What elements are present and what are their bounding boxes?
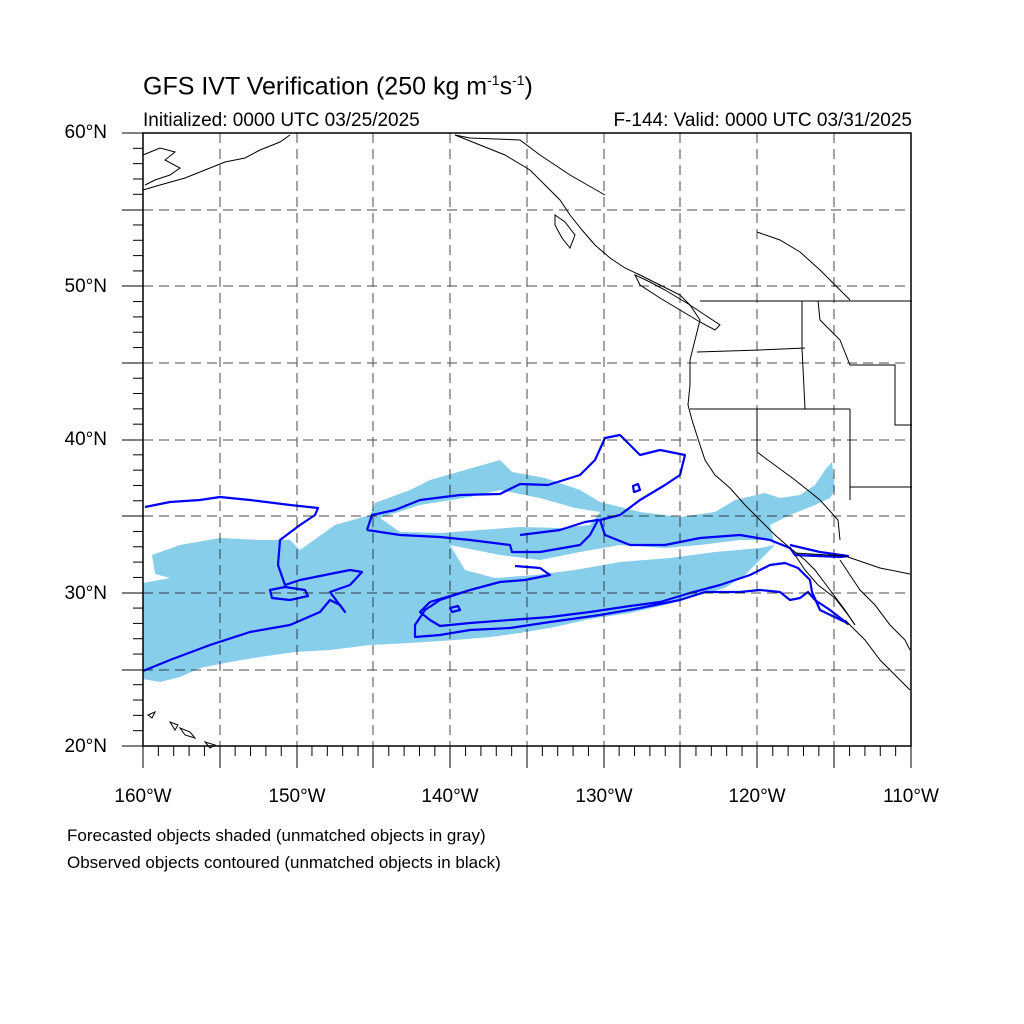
note-forecast: Forecasted objects shaded (unmatched obj… — [67, 826, 486, 845]
observed-contour-small-2 — [631, 482, 642, 494]
alaska-southeast-coast — [454, 134, 856, 626]
lon-label-110w: 110°W — [883, 786, 939, 807]
lon-label-160w: 160°W — [114, 786, 172, 807]
observed-contour-small-1 — [448, 604, 462, 614]
hawaii — [147, 711, 217, 749]
coastlines — [142, 134, 911, 749]
lon-label-120w: 120°W — [728, 786, 786, 807]
lat-label-30n: 30°N — [64, 583, 107, 604]
lon-label-140w: 140°W — [421, 786, 479, 807]
initialized-time: Initialized: 0000 UTC 03/25/2025 — [143, 110, 420, 131]
washington-oregon-border — [696, 347, 806, 353]
alaska-coast — [142, 134, 291, 191]
forecast-gaps — [380, 490, 775, 578]
haida-gwaii — [554, 214, 576, 249]
observed-contour-small-3 — [268, 585, 310, 602]
lat-label-40n: 40°N — [64, 429, 107, 450]
forecast-object-west — [152, 538, 300, 582]
idaho-border — [801, 301, 806, 410]
lat-label-50n: 50°N — [64, 276, 107, 297]
tick-marks — [122, 132, 912, 768]
lon-label-130w: 130°W — [575, 786, 633, 807]
lat-label-60n: 60°N — [64, 122, 107, 143]
borders — [690, 231, 912, 575]
vancouver-island — [633, 273, 721, 331]
baja-coast — [794, 554, 911, 691]
observed-contour-main — [142, 433, 850, 673]
lat-label-20n: 20°N — [64, 736, 107, 757]
lon-label-150w: 150°W — [268, 786, 326, 807]
canada-border-bc — [454, 134, 606, 196]
observed-objects — [142, 433, 850, 673]
grid-lines — [143, 133, 911, 746]
figure-title: GFS IVT Verification (250 kg m-1s-1) — [143, 72, 533, 101]
bc-alberta-border — [756, 231, 851, 301]
us-mexico-border — [794, 552, 911, 575]
montana-border — [817, 300, 912, 426]
minor-ticks — [133, 147, 897, 756]
valid-time: F-144: Valid: 0000 UTC 03/31/2025 — [613, 110, 912, 131]
note-observed: Observed objects contoured (unmatched ob… — [67, 853, 501, 872]
